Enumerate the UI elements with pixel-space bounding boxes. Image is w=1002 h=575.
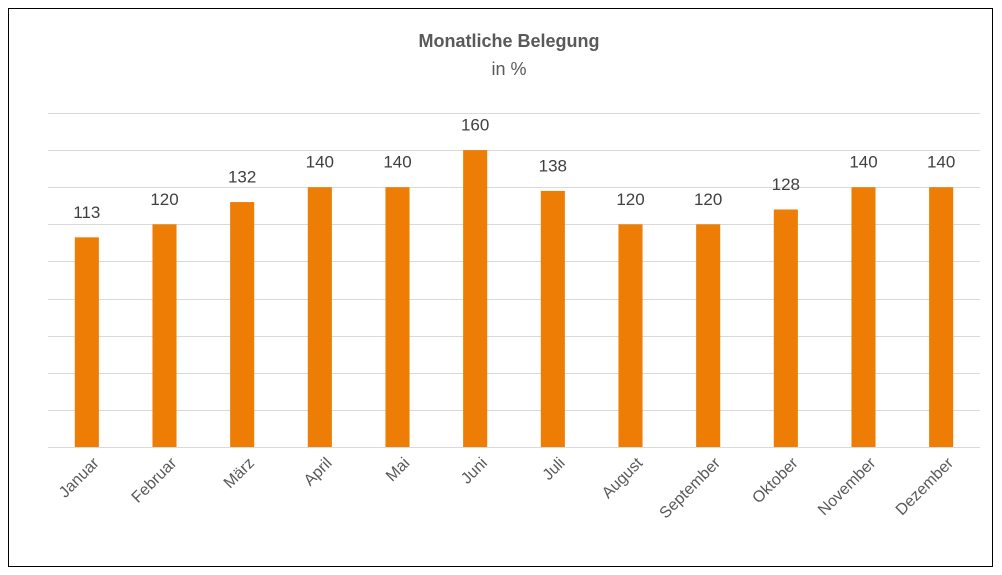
data-label: 140 [849,153,877,172]
chart-subtitle: in % [491,59,526,79]
bar [696,224,721,447]
chart-title: Monatliche Belegung [418,31,599,51]
bar [618,224,643,447]
bar [851,187,876,447]
data-label: 120 [616,190,644,209]
data-label: 140 [383,153,411,172]
bar [385,187,410,447]
data-label: 140 [306,153,334,172]
bar [307,187,332,447]
data-label: 128 [772,175,800,194]
data-label: 160 [461,116,489,135]
bar [74,237,99,447]
data-label: 132 [228,168,256,187]
bar [463,150,488,447]
data-label: 120 [150,190,178,209]
bar [152,224,177,447]
data-label: 120 [694,190,722,209]
bar [540,190,565,447]
bar [929,187,954,447]
data-label: 113 [73,203,100,222]
bar [773,209,798,447]
data-label: 138 [539,156,567,175]
data-label: 140 [927,153,955,172]
bar [230,202,255,447]
